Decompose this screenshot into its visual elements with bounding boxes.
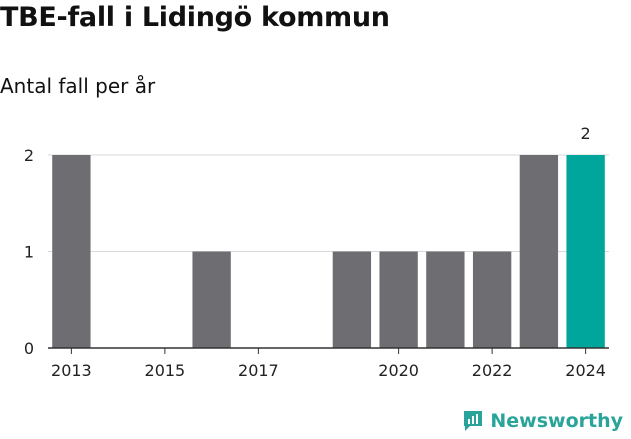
y-tick-label: 0 <box>24 339 34 358</box>
x-tick-label: 2015 <box>145 361 186 380</box>
newsworthy-icon <box>464 411 483 431</box>
y-tick-label: 1 <box>24 243 34 262</box>
x-tick-label: 2022 <box>472 361 513 380</box>
x-tick-label: 2024 <box>565 361 606 380</box>
bar <box>472 251 512 348</box>
bar <box>379 251 418 348</box>
x-tick-label: 2013 <box>51 361 92 380</box>
bar <box>519 155 559 348</box>
x-tick-label: 2020 <box>378 361 419 380</box>
y-tick-label: 2 <box>24 146 34 165</box>
bar <box>52 155 91 348</box>
bar <box>426 251 465 348</box>
chart-title: TBE-fall i Lidingö kommun <box>0 2 390 33</box>
bar <box>566 155 605 348</box>
brand-name: Newsworthy <box>490 410 623 432</box>
data-label: 2 <box>581 124 591 143</box>
bar <box>192 251 231 348</box>
x-tick-label: 2017 <box>238 361 279 380</box>
chart-subtitle: Antal fall per år <box>0 74 156 98</box>
brand-logo: Newsworthy <box>462 409 623 433</box>
bar <box>332 251 372 348</box>
